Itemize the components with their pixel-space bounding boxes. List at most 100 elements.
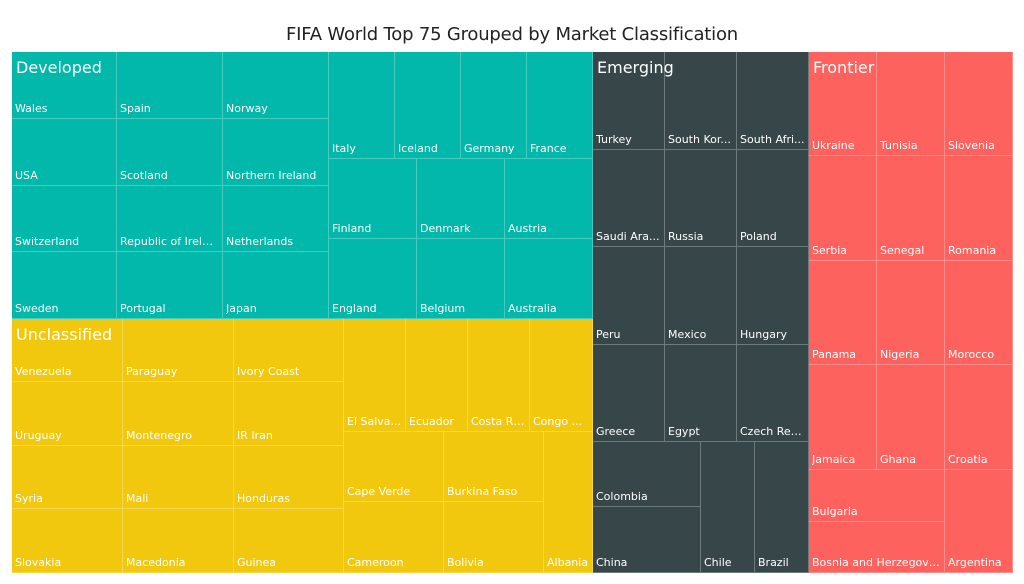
tile-montenegro[interactable]: Montenegro bbox=[123, 382, 234, 446]
tile-italy[interactable]: Italy bbox=[329, 52, 395, 159]
tile-argentina[interactable]: Argentina bbox=[945, 470, 1013, 573]
tile-cape-verde[interactable]: Cape Verde bbox=[344, 432, 444, 502]
tile-label: Jamaica bbox=[812, 453, 873, 466]
tile-ukraine[interactable]: Ukraine bbox=[809, 52, 877, 156]
tile-label: South Kor... bbox=[668, 133, 733, 146]
tile-south-kor[interactable]: South Kor... bbox=[665, 52, 737, 150]
tile-congo[interactable]: Congo ... bbox=[530, 319, 593, 432]
tile-netherlands[interactable]: Netherlands bbox=[223, 186, 329, 252]
tile-portugal[interactable]: Portugal bbox=[117, 252, 223, 319]
tile-honduras[interactable]: Honduras bbox=[234, 446, 344, 509]
tile-turkey[interactable]: Turkey bbox=[593, 52, 665, 150]
tile-uruguay[interactable]: Uruguay bbox=[12, 382, 123, 446]
tile-burkina-faso[interactable]: Burkina Faso bbox=[444, 432, 544, 502]
tile-jamaica[interactable]: Jamaica bbox=[809, 365, 877, 470]
group-emerging[interactable]: Emerging Turkey South Kor... South Afri... S… bbox=[593, 52, 809, 573]
tile-ivory-coast[interactable]: Ivory Coast bbox=[234, 319, 344, 382]
tile-china[interactable]: China bbox=[593, 507, 701, 573]
tile-hungary[interactable]: Hungary bbox=[737, 247, 809, 345]
tile-spain[interactable]: Spain bbox=[117, 52, 223, 119]
tile-label: Tunisia bbox=[880, 139, 941, 152]
tile-syria[interactable]: Syria bbox=[12, 446, 123, 509]
tile-czech-rep[interactable]: Czech Rep... bbox=[737, 345, 809, 442]
tile-panama[interactable]: Panama bbox=[809, 261, 877, 365]
tile-france[interactable]: France bbox=[527, 52, 593, 159]
tile-albania[interactable]: Albania bbox=[544, 432, 593, 573]
tile-label: Slovakia bbox=[15, 556, 119, 569]
tile-mexico[interactable]: Mexico bbox=[665, 247, 737, 345]
tile-ghana[interactable]: Ghana bbox=[877, 365, 945, 470]
tile-croatia[interactable]: Croatia bbox=[945, 365, 1013, 470]
tile-mali[interactable]: Mali bbox=[123, 446, 234, 509]
tile-senegal[interactable]: Senegal bbox=[877, 156, 945, 261]
tile-label: IR Iran bbox=[237, 429, 340, 442]
tile-chile[interactable]: Chile bbox=[701, 442, 755, 573]
tile-slovakia[interactable]: Slovakia bbox=[12, 509, 123, 573]
tile-nigeria[interactable]: Nigeria bbox=[877, 261, 945, 365]
tile-el-salva[interactable]: El Salva... bbox=[344, 319, 406, 432]
tile-label: Japan bbox=[226, 302, 325, 315]
tile-belgium[interactable]: Belgium bbox=[417, 239, 505, 319]
tile-republic-of-irela[interactable]: Republic of Irela... bbox=[117, 186, 223, 252]
tile-label: Italy bbox=[332, 142, 391, 155]
tile-label: Republic of Irela... bbox=[120, 235, 219, 248]
tile-ir-iran[interactable]: IR Iran bbox=[234, 382, 344, 446]
tile-greece[interactable]: Greece bbox=[593, 345, 665, 442]
tile-label: Macedonia bbox=[126, 556, 230, 569]
tile-label: Morocco bbox=[948, 348, 1009, 361]
tile-brazil[interactable]: Brazil bbox=[755, 442, 809, 573]
tile-poland[interactable]: Poland bbox=[737, 150, 809, 247]
tile-slovenia[interactable]: Slovenia bbox=[945, 52, 1013, 156]
tile-norway[interactable]: Norway bbox=[223, 52, 329, 119]
tile-romania[interactable]: Romania bbox=[945, 156, 1013, 261]
tile-costa-ri[interactable]: Costa Ri... bbox=[468, 319, 530, 432]
tile-wales[interactable]: Wales bbox=[12, 52, 117, 119]
tile-tunisia[interactable]: Tunisia bbox=[877, 52, 945, 156]
tile-morocco[interactable]: Morocco bbox=[945, 261, 1013, 365]
tile-austria[interactable]: Austria bbox=[505, 159, 593, 239]
tile-switzerland[interactable]: Switzerland bbox=[12, 186, 117, 252]
tile-south-afri[interactable]: South Afri... bbox=[737, 52, 809, 150]
tile-colombia[interactable]: Colombia bbox=[593, 442, 701, 507]
tile-iceland[interactable]: Iceland bbox=[395, 52, 461, 159]
tile-guinea[interactable]: Guinea bbox=[234, 509, 344, 573]
tile-label: Cape Verde bbox=[347, 485, 440, 498]
tile-label: USA bbox=[15, 169, 113, 182]
tile-bulgaria[interactable]: Bulgaria bbox=[809, 470, 945, 522]
tile-england[interactable]: England bbox=[329, 239, 417, 319]
tile-russia[interactable]: Russia bbox=[665, 150, 737, 247]
tile-label: Greece bbox=[596, 425, 661, 438]
tile-saudi-ara[interactable]: Saudi Ara... bbox=[593, 150, 665, 247]
tile-paraguay[interactable]: Paraguay bbox=[123, 319, 234, 382]
treemap-chart[interactable]: Developed Wales Spain Norway USA Scotland Nort… bbox=[12, 52, 1013, 573]
tile-label: Croatia bbox=[948, 453, 1009, 466]
tile-peru[interactable]: Peru bbox=[593, 247, 665, 345]
tile-cameroon[interactable]: Cameroon bbox=[344, 502, 444, 573]
group-unclassified[interactable]: Unclassified Venezuela Paraguay Ivory Coast… bbox=[12, 319, 593, 573]
tile-germany[interactable]: Germany bbox=[461, 52, 527, 159]
group-developed[interactable]: Developed Wales Spain Norway USA Scotland Nort… bbox=[12, 52, 593, 319]
group-frontier[interactable]: Frontier Ukraine Tunisia Slovenia Serbia Sene… bbox=[809, 52, 1013, 573]
tile-usa[interactable]: USA bbox=[12, 119, 117, 186]
tile-sweden[interactable]: Sweden bbox=[12, 252, 117, 319]
tile-label: Hungary bbox=[740, 328, 805, 341]
tile-ecuador[interactable]: Ecuador bbox=[406, 319, 468, 432]
tile-australia[interactable]: Australia bbox=[505, 239, 593, 319]
tile-bolivia[interactable]: Bolivia bbox=[444, 502, 544, 573]
tile-scotland[interactable]: Scotland bbox=[117, 119, 223, 186]
tile-japan[interactable]: Japan bbox=[223, 252, 329, 319]
tile-finland[interactable]: Finland bbox=[329, 159, 417, 239]
tile-northern-ireland[interactable]: Northern Ireland bbox=[223, 119, 329, 186]
tile-label: Bolivia bbox=[447, 556, 540, 569]
tile-egypt[interactable]: Egypt bbox=[665, 345, 737, 442]
tile-label: Denmark bbox=[420, 222, 501, 235]
tile-bosnia-and-herzegovi[interactable]: Bosnia and Herzegovi... bbox=[809, 522, 945, 573]
tile-denmark[interactable]: Denmark bbox=[417, 159, 505, 239]
tile-serbia[interactable]: Serbia bbox=[809, 156, 877, 261]
tile-label: Uruguay bbox=[15, 429, 119, 442]
tile-label: South Afri... bbox=[740, 133, 805, 146]
tile-label: Netherlands bbox=[226, 235, 325, 248]
tile-label: Belgium bbox=[420, 302, 501, 315]
tile-venezuela[interactable]: Venezuela bbox=[12, 319, 123, 382]
tile-macedonia[interactable]: Macedonia bbox=[123, 509, 234, 573]
